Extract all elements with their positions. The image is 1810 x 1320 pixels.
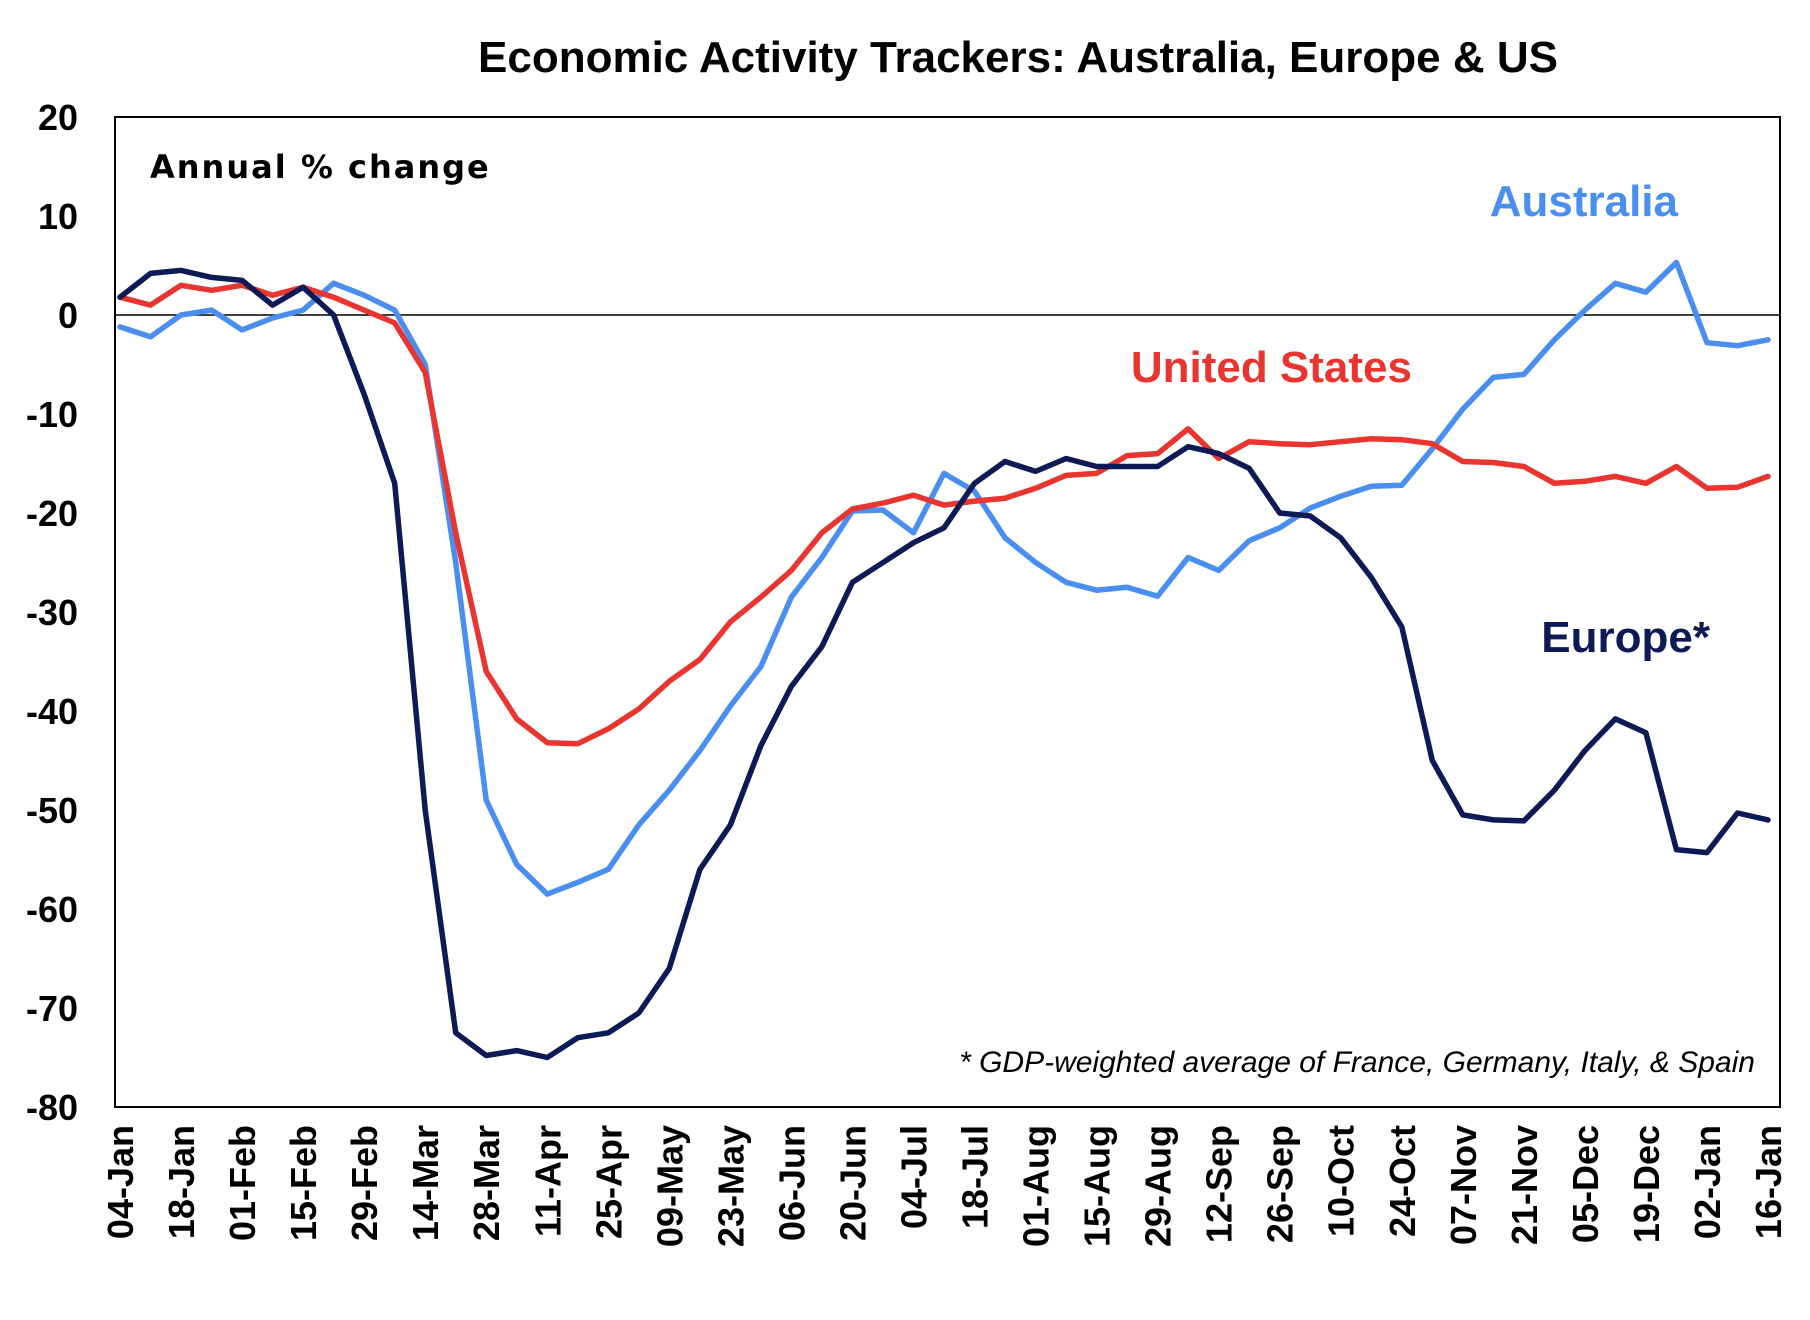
chart-footnote: * GDP-weighted average of France, German… (959, 1046, 1755, 1079)
x-tick-label: 26-Sep (1260, 1125, 1301, 1243)
x-tick-label: 29-Feb (344, 1125, 385, 1241)
x-tick-label: 20-Jun (832, 1125, 873, 1241)
x-tick-label: 23-May (710, 1125, 751, 1247)
series-line-europe (117, 267, 1771, 1061)
y-tick-label: -80 (26, 1087, 78, 1128)
x-tick-label: 25-Apr (588, 1125, 629, 1239)
x-tick-label: 04-Jul (893, 1125, 934, 1229)
x-axis-tick-labels: 04-Jan 18-Jan 01-Feb 15-Feb 29-Feb 14-Mar 28-M… (100, 1125, 1789, 1247)
x-tick-label: 29-Aug (1138, 1125, 1179, 1247)
y-tick-label: 10 (38, 196, 78, 237)
y-tick-label: -50 (26, 790, 78, 831)
x-tick-label: 14-Mar (405, 1125, 446, 1241)
x-tick-label: 07-Nov (1443, 1125, 1484, 1245)
x-tick-label: 09-May (649, 1125, 690, 1247)
x-tick-label: 16-Jan (1748, 1125, 1789, 1239)
y-tick-label: -30 (26, 592, 78, 633)
chart-title: Economic Activity Trackers: Australia, E… (478, 33, 1558, 82)
x-tick-label: 06-Jun (771, 1125, 812, 1241)
x-tick-label: 24-Oct (1382, 1125, 1423, 1237)
series-line-australia (117, 259, 1771, 897)
x-tick-label: 15-Feb (283, 1125, 324, 1241)
y-axis-tick-labels: 20 10 0 -10 -20 -30 -40 -50 -60 -70 -80 (26, 97, 78, 1128)
series-line-united-states (117, 282, 1771, 747)
y-tick-label: -20 (26, 493, 78, 534)
y-tick-label: -10 (26, 394, 78, 435)
y-tick-label: 20 (38, 97, 78, 138)
x-tick-label: 01-Aug (1016, 1125, 1057, 1247)
plot-area-frame (114, 116, 1781, 1108)
y-tick-label: 0 (58, 295, 78, 336)
x-tick-label: 10-Oct (1321, 1125, 1362, 1237)
x-tick-label: 11-Apr (527, 1125, 568, 1237)
x-tick-label: 19-Dec (1626, 1125, 1667, 1243)
y-tick-label: -70 (26, 988, 78, 1029)
series-label-united-states: United States (1131, 343, 1412, 392)
y-tick-label: -40 (26, 691, 78, 732)
x-tick-label: 15-Aug (1077, 1125, 1118, 1247)
x-tick-label: 04-Jan (100, 1125, 141, 1239)
x-tick-label: 12-Sep (1199, 1125, 1240, 1243)
x-tick-label: 18-Jul (955, 1125, 996, 1229)
x-tick-label: 01-Feb (222, 1125, 263, 1241)
series-lines (117, 259, 1771, 1061)
x-tick-label: 02-Jan (1687, 1125, 1728, 1239)
y-tick-label: -60 (26, 889, 78, 930)
series-label-australia: Australia (1490, 177, 1679, 226)
x-tick-label: 05-Dec (1565, 1125, 1606, 1243)
x-tick-label: 21-Nov (1504, 1125, 1545, 1245)
x-tick-label: 18-Jan (161, 1125, 202, 1239)
x-tick-label: 28-Mar (466, 1125, 507, 1241)
chart-subtitle: Annual % change (150, 148, 491, 186)
series-label-europe: Europe* (1541, 613, 1711, 662)
